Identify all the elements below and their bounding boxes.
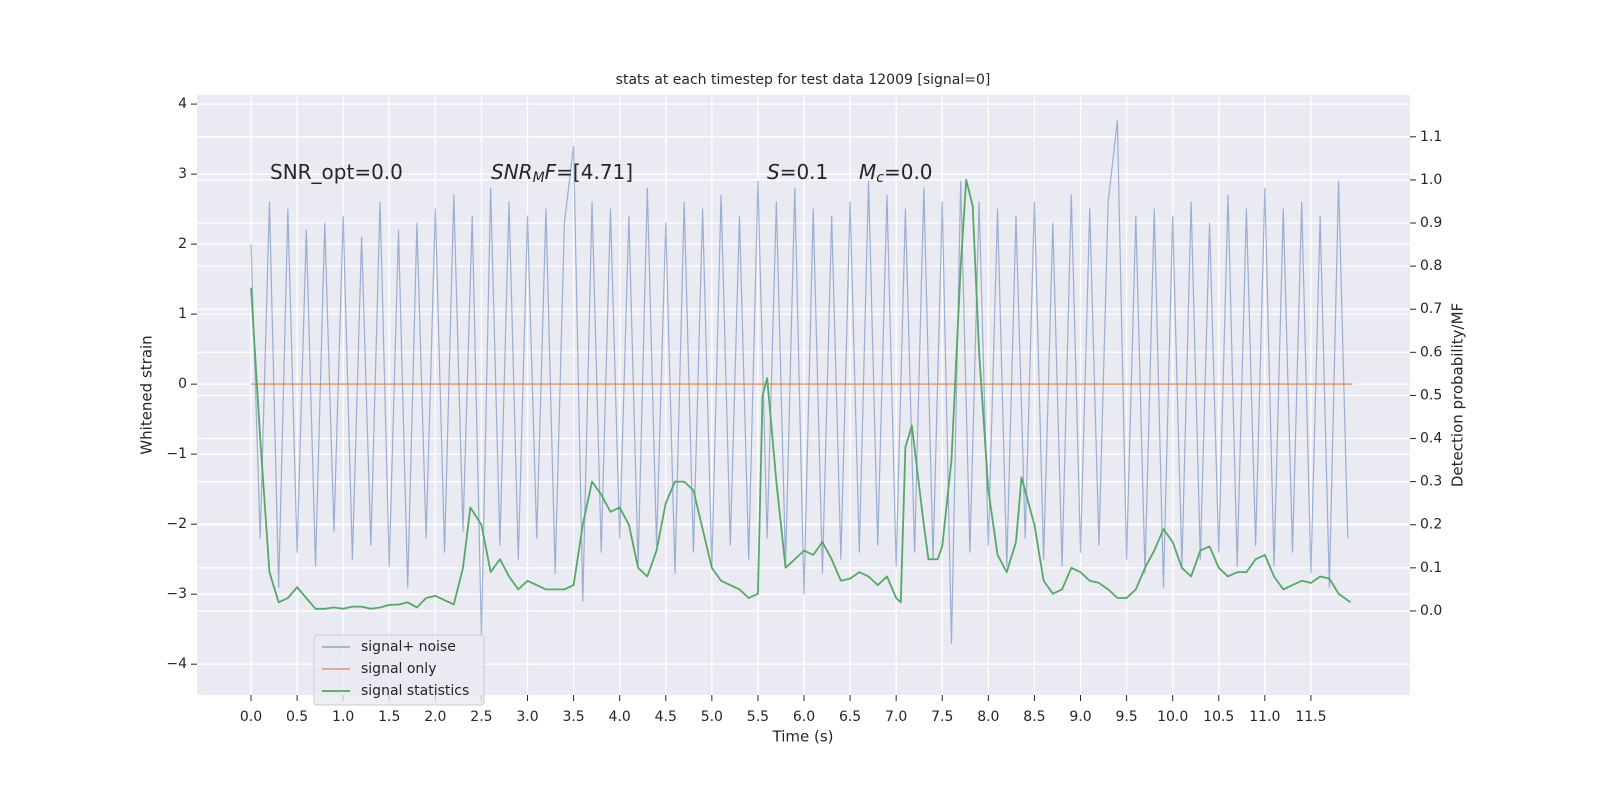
x-tick-label: 3.0 — [516, 709, 538, 725]
annotation-part: SNR — [491, 160, 533, 184]
y-axis-label: Whitened strain — [138, 335, 156, 454]
x-tick-label: 0.0 — [240, 709, 262, 725]
annotation-part: c — [876, 170, 884, 186]
x-axis-label: Time (s) — [772, 728, 834, 746]
x-tick-label: 11.5 — [1295, 709, 1326, 725]
x-tick-label: 10.0 — [1157, 709, 1188, 725]
legend-box — [313, 634, 485, 706]
y-tick-label: −1 — [166, 446, 187, 462]
y2-tick-label: 0.0 — [1420, 603, 1442, 619]
y-tick-label: −2 — [166, 516, 187, 532]
x-tick-label: 4.5 — [655, 709, 677, 725]
y2-axis-label: Detection probability/MF — [1449, 303, 1467, 487]
x-tick-label: 1.5 — [378, 709, 400, 725]
x-tick-label: 11.0 — [1249, 709, 1280, 725]
legend-label: signal statistics — [361, 683, 469, 699]
y2-tick-label: 0.4 — [1420, 431, 1442, 447]
annotation-part: =[4.71] — [556, 160, 633, 184]
x-tick-label: 10.5 — [1203, 709, 1234, 725]
x-tick-label: 0.5 — [286, 709, 308, 725]
x-tick-label: 7.5 — [931, 709, 953, 725]
x-tick-label: 9.0 — [1069, 709, 1091, 725]
annotation-part: SNR_opt=0.0 — [270, 160, 403, 184]
x-tick-label: 2.0 — [424, 709, 446, 725]
y2-tick-label: 0.3 — [1420, 474, 1442, 490]
y-tick-label: 3 — [178, 166, 187, 182]
x-tick-label: 8.0 — [977, 709, 999, 725]
x-tick-label: 8.5 — [1023, 709, 1045, 725]
y2-tick-label: 0.6 — [1420, 344, 1442, 360]
annotation-part: =0.0 — [884, 160, 933, 184]
x-tick-label: 3.5 — [562, 709, 584, 725]
x-tick-label: 6.0 — [793, 709, 815, 725]
annotation: Mc=0.0 — [859, 160, 933, 187]
series-line — [250, 179, 1352, 610]
annotation: SNRMF=[4.71] — [491, 160, 633, 187]
annotation-part: M — [533, 170, 545, 186]
y-tick-label: 4 — [178, 96, 187, 112]
y-tick-label: 0 — [178, 376, 187, 392]
y-tick-label: 1 — [178, 306, 187, 322]
legend-label: signal+ noise — [361, 639, 456, 655]
x-tick-label: 4.0 — [609, 709, 631, 725]
y2-tick-label: 1.1 — [1420, 129, 1442, 145]
y2-tick-label: 0.2 — [1420, 517, 1442, 533]
x-tick-label: 9.5 — [1115, 709, 1137, 725]
x-tick-label: 1.0 — [332, 709, 354, 725]
y2-tick-label: 0.5 — [1420, 387, 1442, 403]
y2-tick-label: 1.0 — [1420, 172, 1442, 188]
x-tick-label: 2.5 — [470, 709, 492, 725]
y2-tick-label: 0.7 — [1420, 301, 1442, 317]
y2-tick-label: 0.8 — [1420, 258, 1442, 274]
annotation: S=0.1 — [767, 160, 828, 184]
x-tick-label: 6.5 — [839, 709, 861, 725]
x-tick-label: 7.0 — [885, 709, 907, 725]
y-tick-label: 2 — [178, 236, 187, 252]
y2-tick-label: 0.9 — [1420, 215, 1442, 231]
annotation: SNR_opt=0.0 — [270, 160, 403, 184]
x-tick-label: 5.5 — [747, 709, 769, 725]
series-line — [250, 120, 1349, 644]
legend-label: signal only — [361, 661, 436, 677]
y-tick-label: −3 — [166, 586, 187, 602]
annotation-part: F — [545, 160, 557, 184]
y-tick-label: −4 — [166, 656, 187, 672]
x-tick-label: 5.0 — [701, 709, 723, 725]
annotation-part: =0.1 — [780, 160, 829, 184]
chart-title: stats at each timestep for test data 120… — [616, 72, 991, 88]
annotation-part: M — [859, 160, 876, 184]
annotation-part: S — [767, 160, 780, 184]
y2-tick-label: 0.1 — [1420, 560, 1442, 576]
